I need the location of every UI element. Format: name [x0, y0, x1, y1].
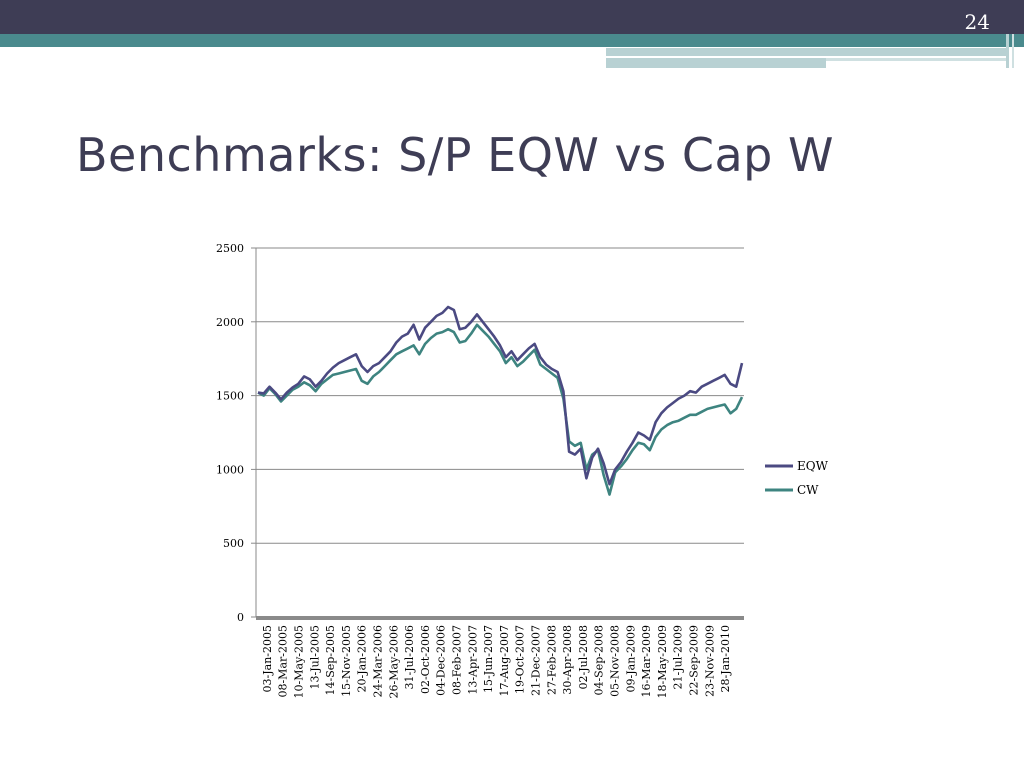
x-tick-label: 20-Jan-2006 [356, 625, 369, 692]
x-tick-label: 27-Feb-2008 [545, 625, 558, 695]
x-tick-label: 26-May-2006 [387, 625, 400, 698]
x-tick-label: 02-Oct-2006 [419, 625, 432, 694]
x-tick-label: 23-Nov-2009 [703, 625, 716, 697]
header-accent-bar [1012, 34, 1014, 68]
x-tick-label: 21-Dec-2007 [530, 625, 543, 696]
y-tick-label: 2500 [216, 242, 244, 255]
header-accent-bar [826, 58, 1006, 61]
x-axis [256, 616, 744, 620]
page-number: 24 [964, 10, 990, 34]
y-tick-label: 1500 [216, 390, 244, 403]
x-tick-label: 19-Oct-2007 [514, 625, 527, 694]
slide-title: Benchmarks: S/P EQW vs Cap W [76, 128, 834, 182]
x-tick-label: 30-Apr-2008 [561, 625, 574, 695]
x-tick-label: 10-May-2005 [293, 625, 306, 698]
header-accent-bar [606, 58, 826, 68]
legend-label-eqw: EQW [797, 459, 829, 473]
x-tick-label: 05-Nov-2008 [609, 625, 622, 697]
x-tick-label: 22-Sep-2009 [688, 625, 701, 696]
x-tick-label: 15-Jun-2007 [482, 625, 495, 693]
y-tick-label: 2000 [216, 316, 244, 329]
x-tick-label: 13-Apr-2007 [466, 625, 479, 695]
x-tick-label: 15-Nov-2005 [340, 625, 353, 697]
header-accent-bar [1006, 34, 1009, 68]
y-tick-label: 1000 [216, 463, 244, 476]
x-tick-label: 21-Jul-2009 [672, 625, 685, 689]
x-tick-label: 13-Jul-2005 [308, 625, 321, 689]
series-line-cw [257, 323, 744, 496]
x-tick-label: 04-Dec-2006 [435, 625, 448, 696]
x-tick-label: 31-Jul-2006 [403, 625, 416, 689]
x-tick-label: 16-Mar-2009 [640, 625, 653, 698]
x-tick-label: 18-May-2009 [656, 625, 669, 698]
header-teal-band [0, 34, 1024, 47]
series-line-eqw [257, 305, 744, 486]
x-tick-label: 08-Feb-2007 [451, 625, 464, 695]
x-tick-label: 09-Jan-2009 [624, 625, 637, 692]
x-tick-label: 04-Sep-2008 [593, 625, 606, 696]
x-tick-label: 14-Sep-2005 [324, 625, 337, 696]
y-tick-label: 0 [237, 611, 244, 624]
x-tick-label: 17-Aug-2007 [498, 625, 511, 697]
legend-label-cw: CW [797, 483, 819, 497]
header-band [0, 0, 1024, 34]
header-accent-bar [606, 48, 1006, 56]
x-tick-label: 28-Jan-2010 [719, 625, 732, 692]
x-tick-label: 02-Jul-2008 [577, 625, 590, 689]
x-tick-label: 03-Jan-2005 [261, 625, 274, 692]
x-tick-label: 08-Mar-2005 [277, 625, 290, 698]
x-tick-label: 24-Mar-2006 [372, 625, 385, 698]
y-tick-label: 500 [223, 537, 244, 550]
